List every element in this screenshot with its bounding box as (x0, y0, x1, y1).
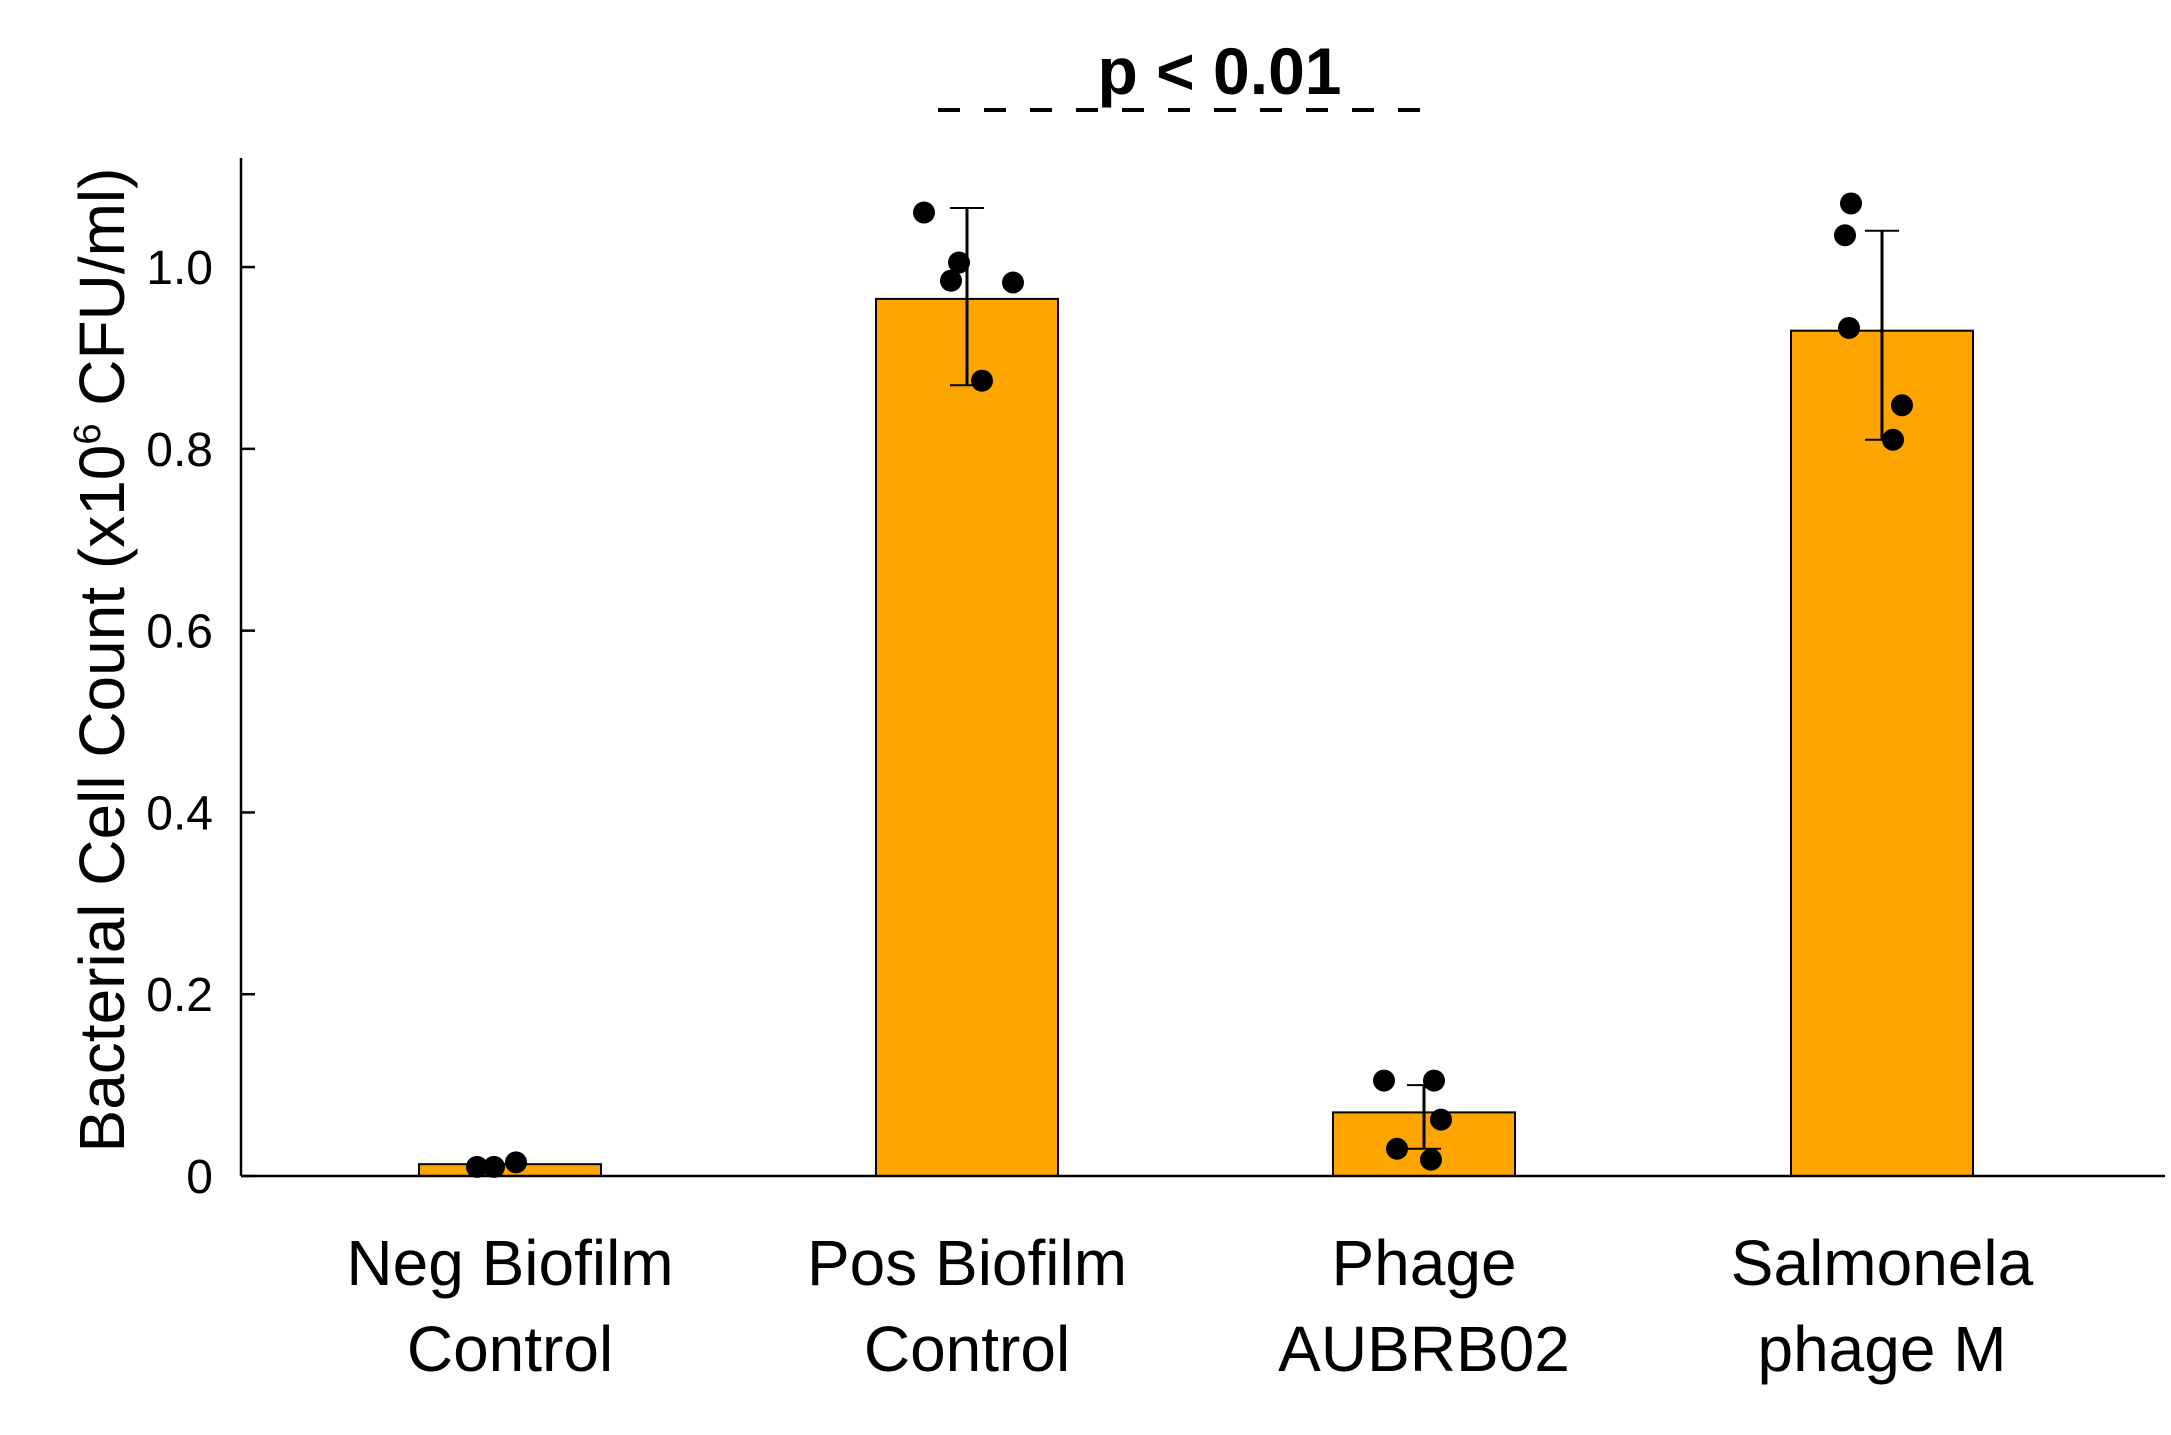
data-point (483, 1155, 505, 1178)
y-tick-label: 0.2 (146, 969, 213, 1022)
bar (1790, 329, 1974, 1178)
x-tick-label: Phage (1331, 1227, 1516, 1299)
data-point (1834, 224, 1856, 247)
data-point (1891, 394, 1913, 417)
bars (418, 297, 1974, 1178)
data-point (1838, 316, 1860, 339)
error-bars (493, 206, 1899, 1166)
data-point (466, 1155, 488, 1178)
y-tick-label: 0.6 (146, 606, 213, 659)
data-point (1423, 1069, 1445, 1092)
data-point (1386, 1137, 1408, 1160)
significance-label: p < 0.01 (1098, 34, 1342, 108)
x-tick-label: Salmonela (1731, 1227, 2034, 1299)
data-point (913, 201, 935, 224)
x-tick-label: AUBRB02 (1278, 1313, 1570, 1385)
data-point (1882, 428, 1904, 451)
data-point (1373, 1069, 1395, 1092)
x-tick-label: Pos Biofilm (807, 1227, 1127, 1299)
significance-annotation: p < 0.01 (938, 34, 1429, 112)
data-point (971, 369, 993, 392)
data-point (1840, 192, 1862, 215)
data-point (1002, 271, 1024, 294)
y-axis-ticks: 0 0.2 0.4 0.6 0.8 1.0 (146, 242, 255, 1204)
y-tick-label: 1.0 (146, 242, 213, 295)
x-axis-labels: Neg Biofilm Control Pos Biofilm Control Phag… (346, 1227, 2033, 1385)
y-tick-label: 0 (186, 1151, 213, 1204)
x-tick-label: Control (407, 1313, 613, 1385)
data-points (466, 192, 1913, 1178)
data-point (1420, 1148, 1442, 1171)
x-tick-label: Neg Biofilm (346, 1227, 673, 1299)
y-axis-label-tail: CFU/ml) (66, 168, 138, 424)
data-point (940, 269, 962, 292)
y-axis-label: Bacterial Cell Count (x106 CFU/ml) (66, 168, 138, 1153)
y-tick-label: 0.8 (146, 424, 213, 477)
x-tick-label: phage M (1757, 1313, 2006, 1385)
y-axis-label-main: Bacterial Cell Count (x10 (66, 445, 138, 1153)
y-tick-label: 0.4 (146, 787, 213, 840)
x-tick-label: Control (864, 1313, 1070, 1385)
data-point (948, 251, 970, 274)
bar (875, 297, 1059, 1178)
y-axis-label-exponent: 6 (67, 423, 109, 444)
data-point (1430, 1108, 1452, 1131)
data-point (505, 1151, 527, 1174)
